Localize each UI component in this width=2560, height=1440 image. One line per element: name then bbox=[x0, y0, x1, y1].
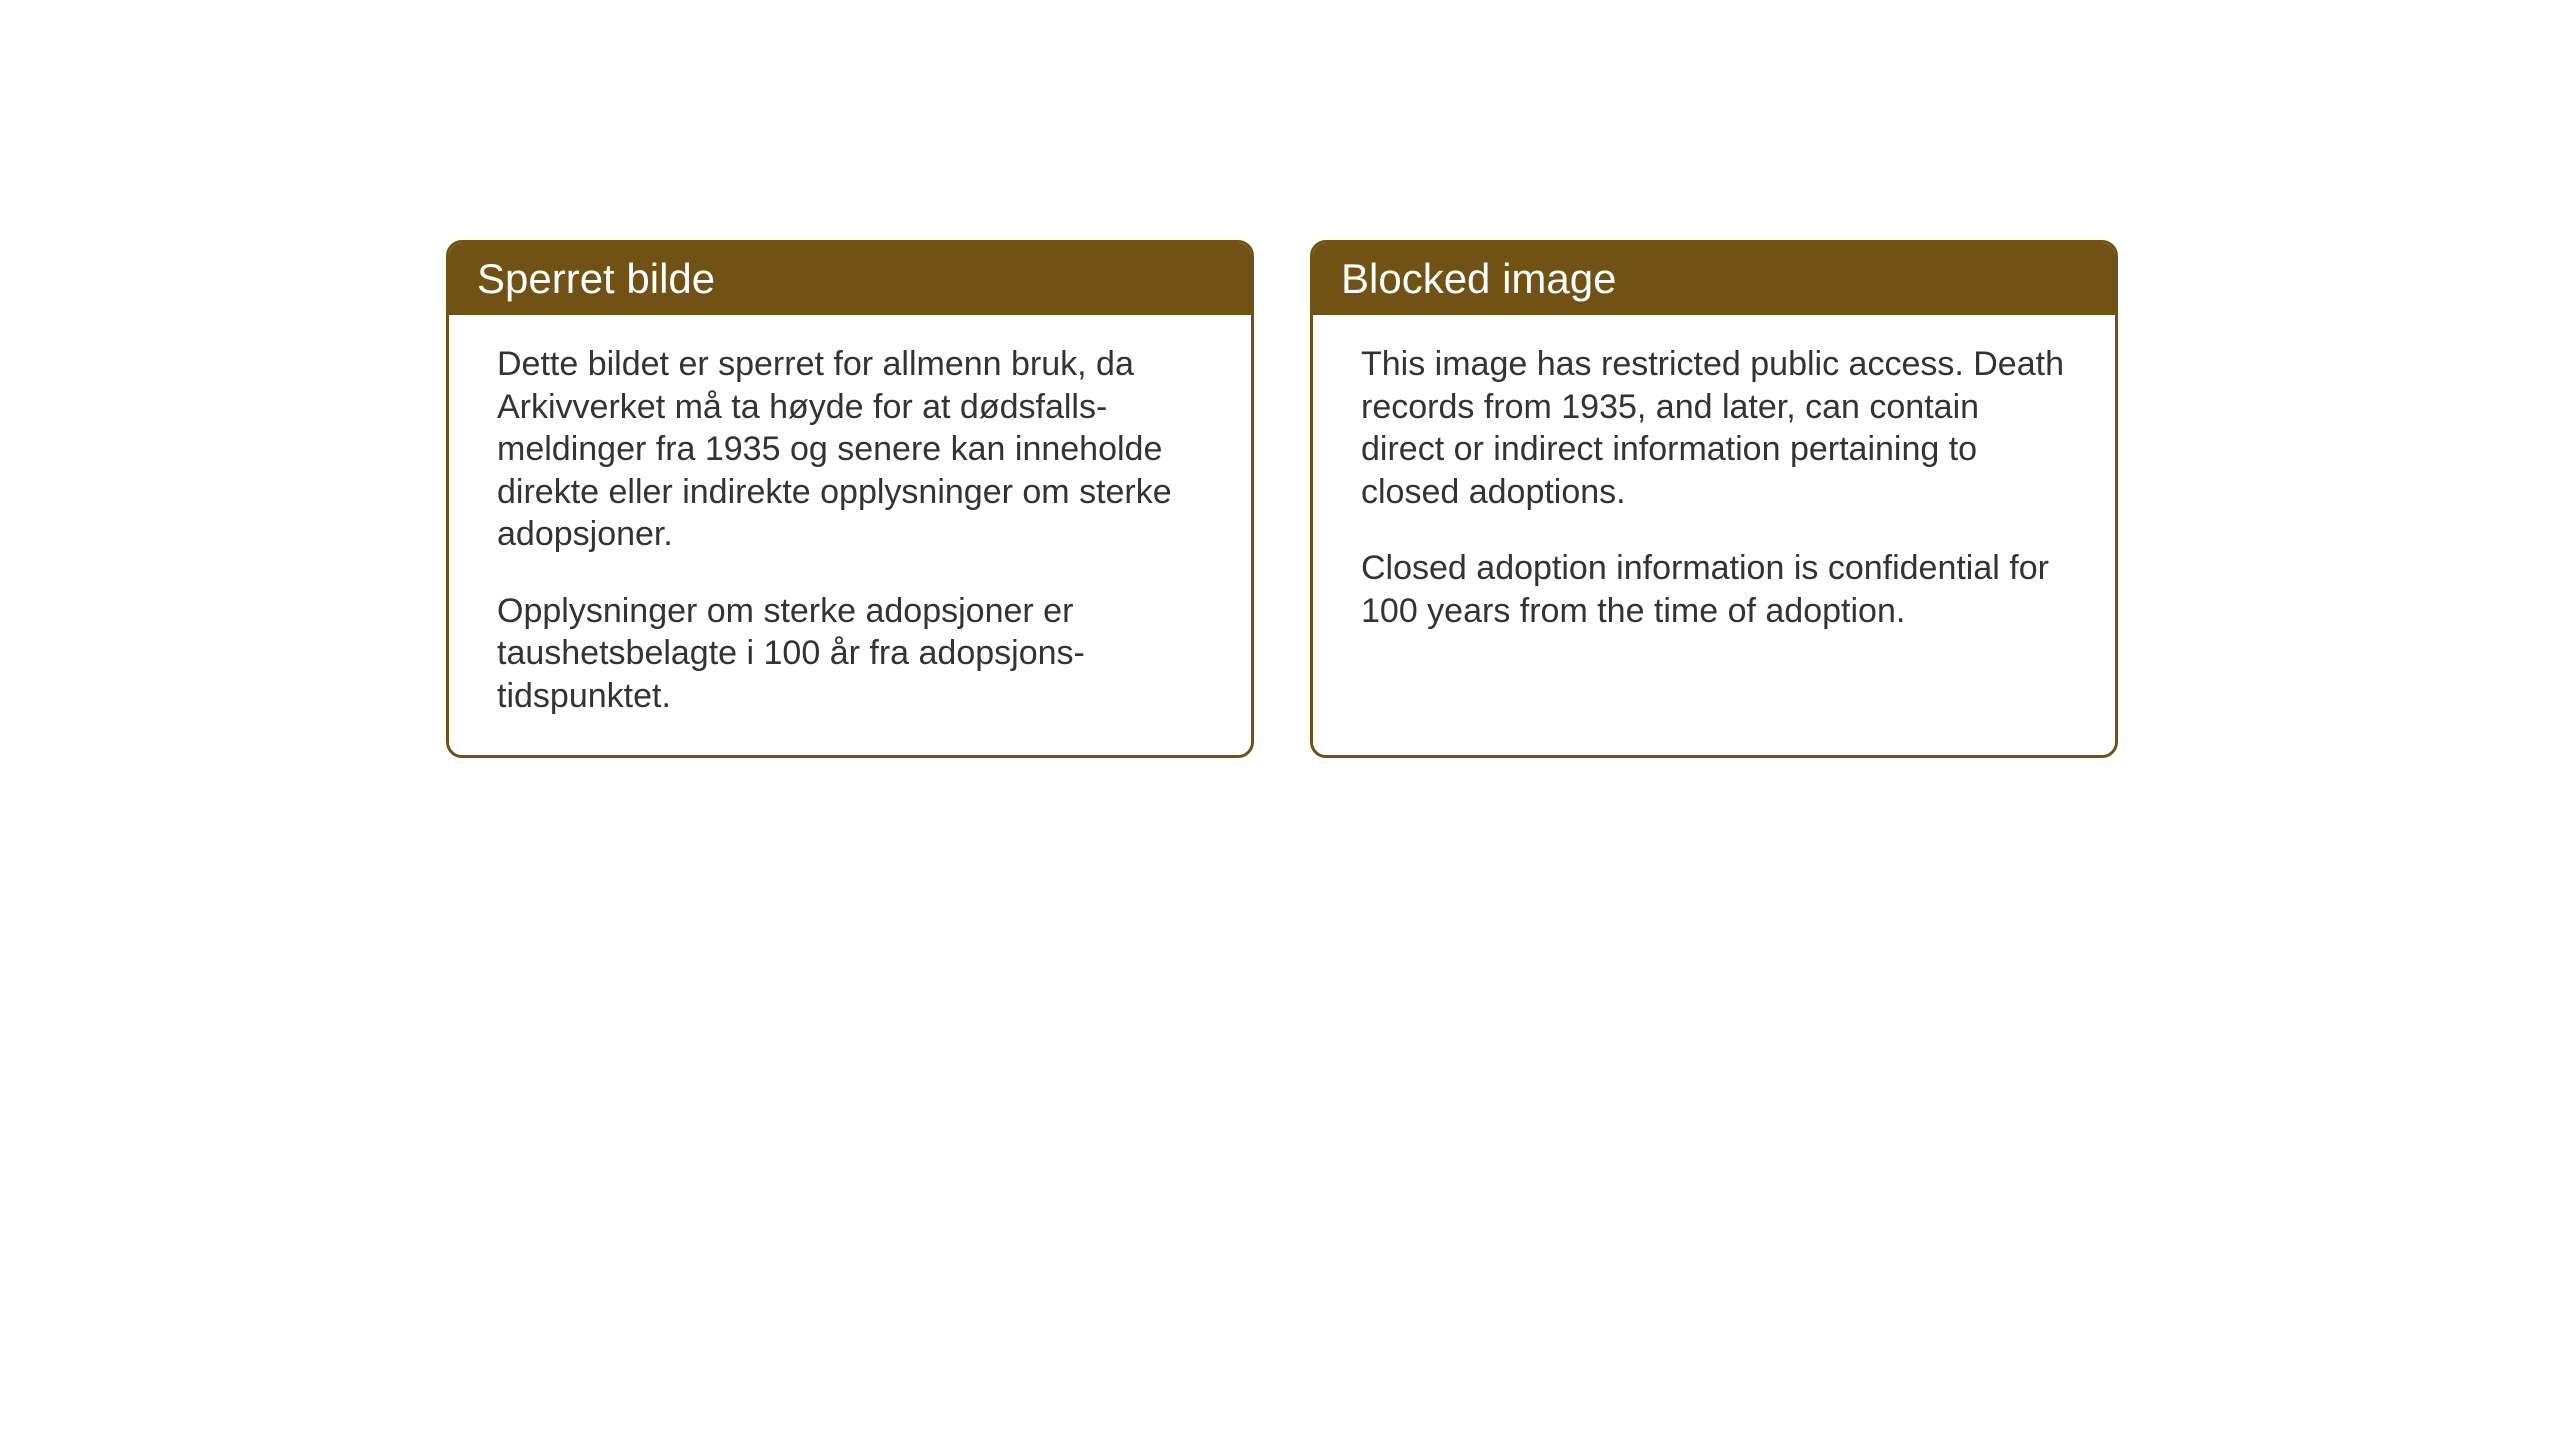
paragraph-norwegian-2: Opplysninger om sterke adopsjoner er tau… bbox=[497, 590, 1203, 718]
card-title-norwegian: Sperret bilde bbox=[477, 255, 715, 302]
card-body-norwegian: Dette bildet er sperret for allmenn bruk… bbox=[449, 315, 1251, 755]
card-english: Blocked image This image has restricted … bbox=[1310, 240, 2118, 758]
paragraph-english-2: Closed adoption information is confident… bbox=[1361, 547, 2067, 632]
notice-container: Sperret bilde Dette bildet er sperret fo… bbox=[446, 240, 2118, 758]
paragraph-norwegian-1: Dette bildet er sperret for allmenn bruk… bbox=[497, 343, 1203, 556]
card-header-english: Blocked image bbox=[1313, 243, 2115, 315]
card-title-english: Blocked image bbox=[1341, 255, 1616, 302]
card-norwegian: Sperret bilde Dette bildet er sperret fo… bbox=[446, 240, 1254, 758]
card-body-english: This image has restricted public access.… bbox=[1313, 315, 2115, 755]
paragraph-english-1: This image has restricted public access.… bbox=[1361, 343, 2067, 513]
card-header-norwegian: Sperret bilde bbox=[449, 243, 1251, 315]
